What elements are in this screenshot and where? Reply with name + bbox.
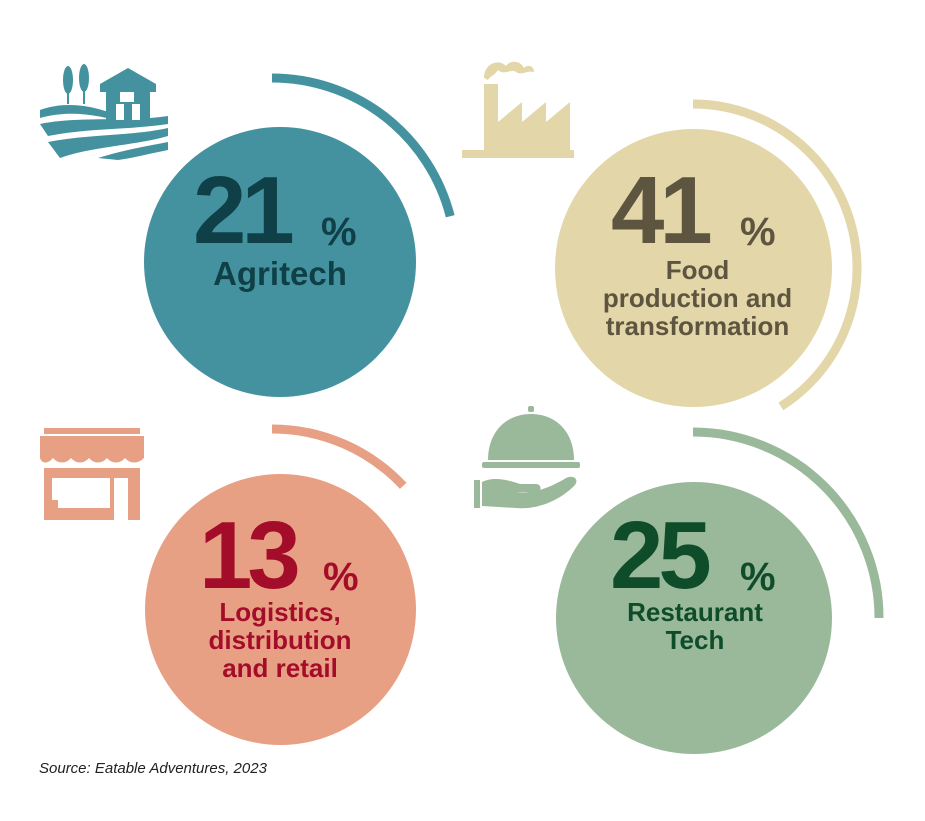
- label-line: transformation: [605, 311, 790, 342]
- unit-restaurant-tech: %: [740, 555, 776, 599]
- circle-agritech: [144, 127, 416, 397]
- label-logistics: Logistics, distribution and retail: [165, 598, 395, 682]
- arc-food-production: [692, 99, 862, 411]
- storefront-icon: [40, 428, 144, 520]
- circle-logistics: [145, 474, 416, 745]
- value-agritech: 21: [193, 157, 295, 264]
- label-line: and retail: [222, 653, 338, 684]
- circle-food-production: [555, 129, 832, 407]
- label-line: production and: [602, 283, 793, 314]
- unit-logistics: %: [323, 555, 359, 599]
- label-line: Food: [665, 255, 730, 285]
- circle-restaurant-tech: [556, 482, 832, 754]
- label-line: Tech: [665, 625, 725, 656]
- factory-icon: [462, 61, 574, 158]
- label-line: Agritech: [213, 255, 347, 292]
- serving-cloche-icon: [474, 406, 580, 509]
- label-line: Logistics,: [219, 597, 341, 627]
- arc-restaurant-tech: [692, 427, 884, 619]
- label-agritech: Agritech: [170, 256, 390, 292]
- label-line: Restaurant: [627, 597, 763, 627]
- value-food-production: 41: [611, 157, 713, 264]
- value-logistics: 13: [199, 502, 301, 609]
- label-line: distribution: [208, 625, 352, 656]
- farm-barn-icon: [40, 64, 168, 160]
- label-restaurant-tech: Restaurant Tech: [585, 598, 805, 654]
- unit-food-production: %: [740, 210, 776, 254]
- value-restaurant-tech: 25: [610, 502, 712, 609]
- label-food-production: Food production and transformation: [575, 256, 820, 340]
- source-note: Source: Eatable Adventures, 2023: [39, 760, 267, 777]
- unit-agritech: %: [321, 210, 357, 254]
- arc-agritech: [271, 73, 455, 218]
- arc-logistics: [271, 424, 407, 489]
